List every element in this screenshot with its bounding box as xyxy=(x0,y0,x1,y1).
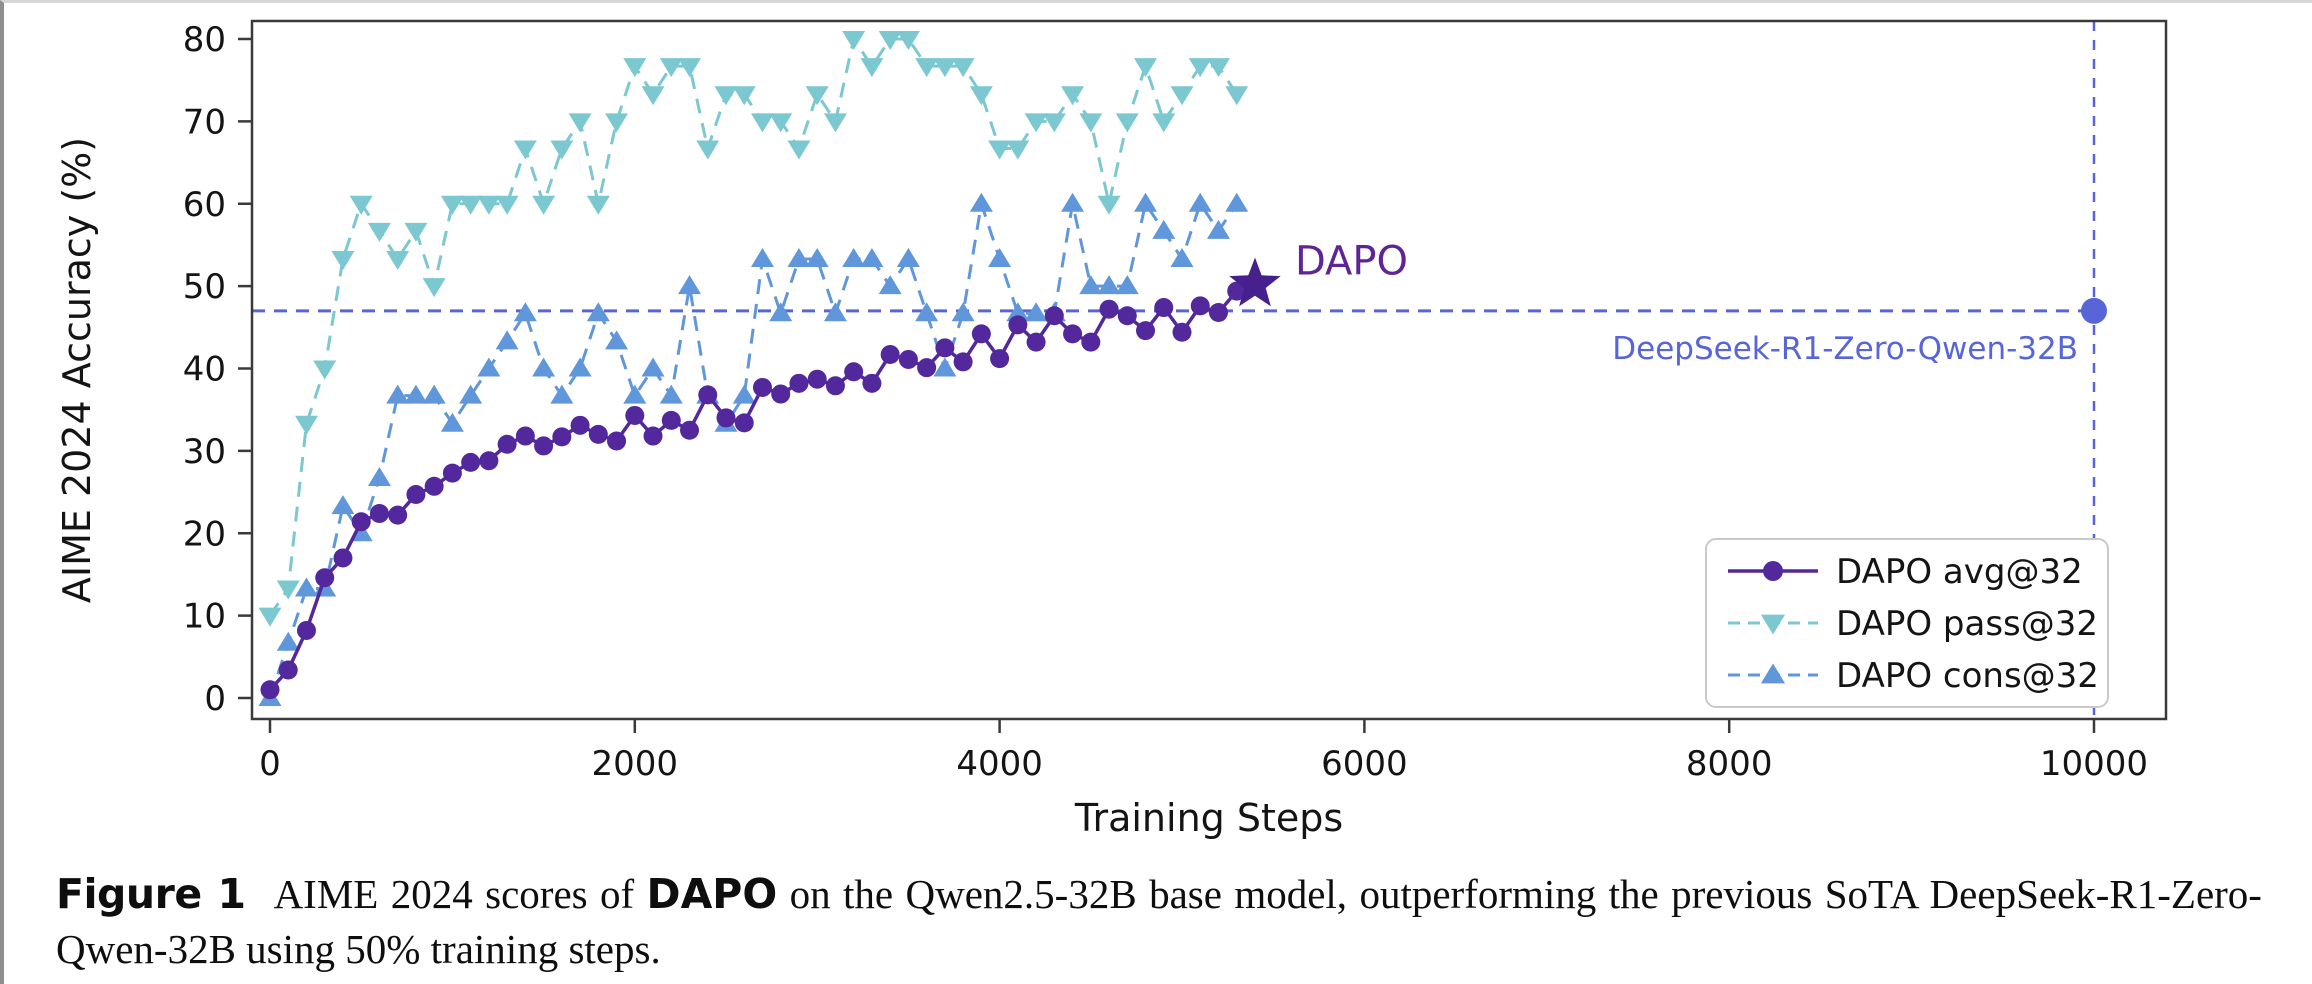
x-tick-label: 0 xyxy=(259,744,281,784)
y-tick-label: 30 xyxy=(183,432,226,472)
series-dapo-avg-32: DAPO xyxy=(260,238,1408,700)
y-tick-label: 20 xyxy=(183,514,226,554)
y-tick-label: 0 xyxy=(204,679,226,719)
legend-row: DAPO cons@32 xyxy=(1728,656,2099,696)
legend: DAPO avg@32 DAPO pass@32 DAPO cons@32 xyxy=(1705,538,2109,708)
x-tick-label: 4000 xyxy=(956,744,1043,784)
legend-box xyxy=(1705,538,2109,708)
y-tick-label: 50 xyxy=(183,267,226,307)
legend-row: DAPO pass@32 xyxy=(1728,604,2098,644)
figure-label: Figure 1 xyxy=(56,870,246,918)
y-tick-label: 10 xyxy=(183,597,226,637)
deepseek-label: DeepSeek-R1-Zero-Qwen-32B xyxy=(1612,331,2078,367)
legend-label: DAPO cons@32 xyxy=(1836,656,2099,696)
x-tick-label: 10000 xyxy=(2040,744,2148,784)
legend-label: DAPO pass@32 xyxy=(1836,604,2098,644)
y-tick-label: 80 xyxy=(183,20,226,60)
x-tick-label: 6000 xyxy=(1321,744,1408,784)
y-tick-label: 60 xyxy=(183,185,226,225)
legend-label: DAPO avg@32 xyxy=(1836,552,2083,592)
series-dapo-pass-32 xyxy=(258,31,1249,627)
caption-text: on the Qwen2.5-32B base model, outperfor… xyxy=(56,871,2262,972)
x-tick-label: 8000 xyxy=(1686,744,1773,784)
y-axis: 0 10 20 30 40 50 60 70 80 AIME 2024 Accuracy (%) xyxy=(55,20,252,719)
plot-frame xyxy=(250,19,2168,721)
series-dapo-cons-32 xyxy=(258,192,1249,706)
y-axis-title: AIME 2024 Accuracy (%) xyxy=(55,137,99,603)
figure-caption: Figure 1 AIME 2024 scores of DAPO on the … xyxy=(56,867,2262,976)
x-axis: 0 2000 4000 6000 8000 10000 Training Steps xyxy=(259,719,2148,840)
y-tick-label: 40 xyxy=(183,350,226,390)
deepseek-baseline xyxy=(252,21,2096,719)
caption-text: AIME 2024 scores of xyxy=(273,871,647,917)
deepseek-point xyxy=(2081,297,2107,324)
caption-dapo-bold: DAPO xyxy=(646,870,778,918)
dapo-annotation-label: DAPO xyxy=(1295,238,1408,284)
dapo-star-marker xyxy=(1229,257,1281,307)
legend-row: DAPO avg@32 xyxy=(1728,552,2083,592)
deepseek-annotation: DeepSeek-R1-Zero-Qwen-32B xyxy=(1612,297,2107,367)
x-tick-label: 2000 xyxy=(592,744,679,784)
x-axis-title: Training Steps xyxy=(1074,796,1343,840)
y-tick-label: 70 xyxy=(183,102,226,142)
